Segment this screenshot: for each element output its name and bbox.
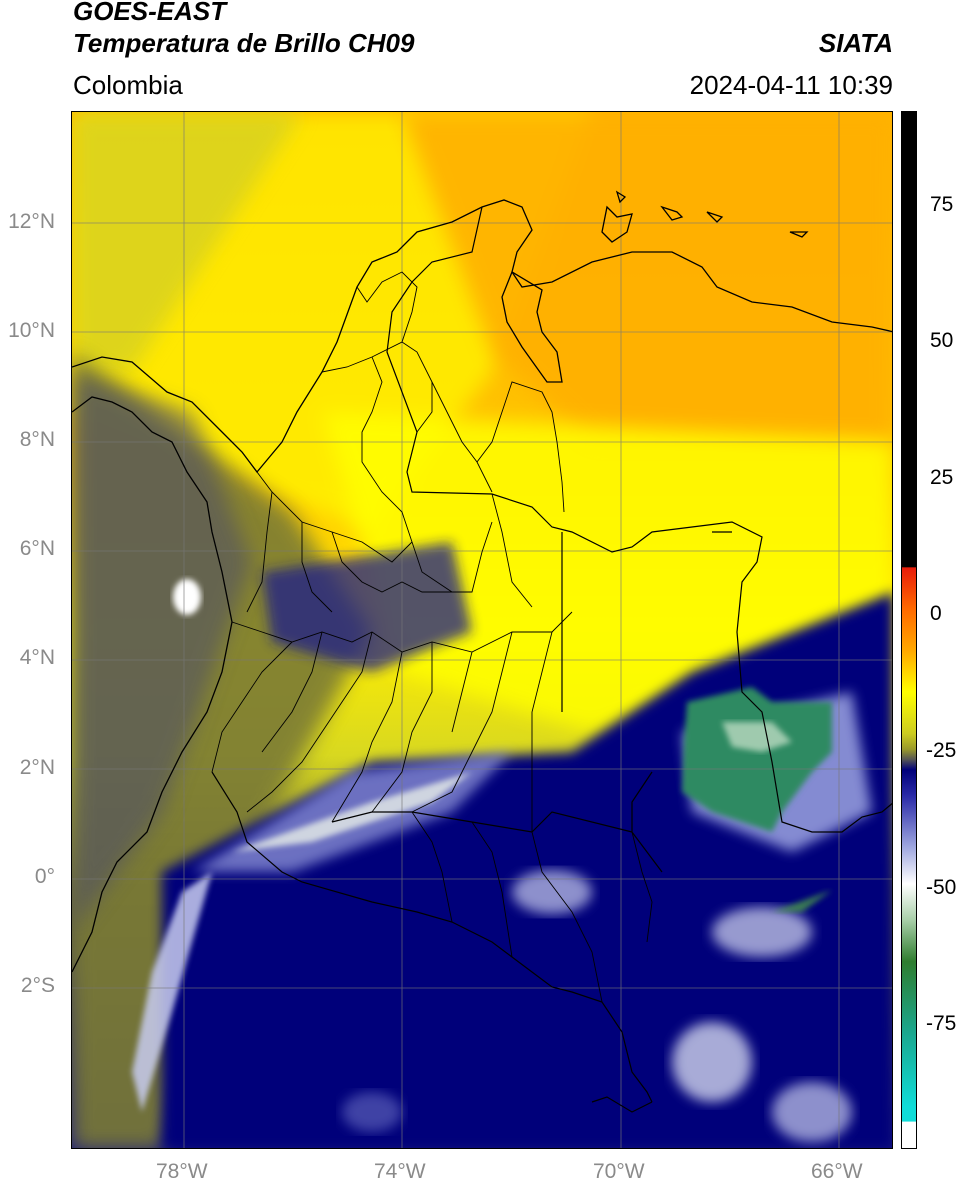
satellite-map: [71, 111, 893, 1149]
title-line-2: Temperatura de Brillo CH09: [73, 28, 415, 58]
colorbar-gradient: [902, 112, 916, 1148]
region-label: Colombia: [73, 70, 183, 100]
timestamp: 2024-04-11 10:39: [689, 70, 893, 100]
colorbar-tick: -50: [926, 876, 957, 899]
title-line-1: GOES-EAST: [73, 0, 227, 26]
map-canvas: [72, 112, 892, 1148]
colorbar-tick: -75: [926, 1012, 957, 1035]
colorbar: [901, 111, 917, 1149]
lat-label: 4°N: [19, 646, 55, 669]
lon-label: 74°W: [374, 1160, 426, 1183]
colorbar-tick: 0: [930, 602, 942, 625]
source-label: SIATA: [818, 28, 893, 58]
lat-label: 12°N: [8, 210, 55, 233]
field-orange-caribbean: [402, 112, 892, 442]
lat-label: 2°S: [20, 974, 55, 997]
lat-label: 2°N: [19, 756, 55, 779]
field-convection-andes: [262, 542, 472, 672]
lon-label: 78°W: [156, 1160, 208, 1183]
lat-label: 0°: [34, 865, 55, 888]
gridlines: [72, 112, 892, 1148]
lon-label: 70°W: [593, 1160, 645, 1183]
lat-label: 6°N: [19, 537, 55, 560]
colorbar-tick: -25: [926, 739, 957, 762]
colorbar-tick: 25: [930, 466, 954, 489]
colorbar-tick: 75: [930, 193, 954, 216]
lat-label: 10°N: [8, 319, 55, 342]
colorbar-tick: 50: [930, 329, 954, 352]
lat-label: 8°N: [19, 428, 55, 451]
department-borders: [211, 271, 653, 1003]
field-cold-cloud-cluster: [682, 687, 832, 832]
lon-label: 66°W: [811, 1160, 863, 1183]
